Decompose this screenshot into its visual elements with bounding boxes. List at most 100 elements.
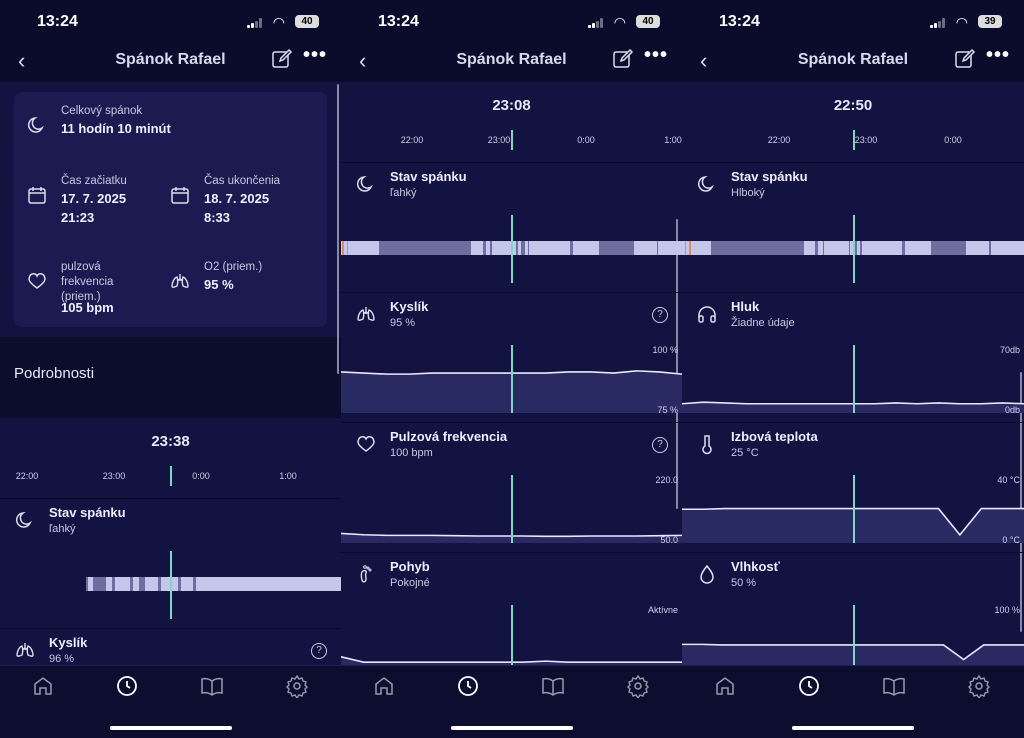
bottom-nav bbox=[341, 665, 682, 738]
edit-button[interactable] bbox=[271, 49, 293, 69]
nav-tab-home[interactable] bbox=[372, 674, 396, 698]
home-icon bbox=[716, 677, 734, 695]
back-button[interactable]: ‹ bbox=[700, 48, 708, 73]
help-button[interactable]: ? bbox=[652, 307, 668, 323]
edit-button[interactable] bbox=[612, 49, 634, 69]
scrollbar[interactable] bbox=[1020, 372, 1022, 632]
book-icon bbox=[201, 677, 223, 696]
metric-value: Hlboký bbox=[731, 187, 765, 199]
timeline-cursor[interactable] bbox=[170, 466, 172, 486]
sleep-stage-segment bbox=[346, 241, 349, 255]
sleep-stage-segment bbox=[516, 241, 518, 255]
scrollbar[interactable] bbox=[337, 84, 339, 374]
sleep-stage-segment bbox=[525, 241, 528, 255]
signal-bar bbox=[247, 25, 250, 28]
timeline-cursor[interactable] bbox=[511, 475, 513, 543]
sleep-stage-segment bbox=[144, 577, 158, 591]
signal-bar bbox=[930, 25, 933, 28]
calendar-icon bbox=[169, 184, 191, 206]
nav-tab-settings[interactable] bbox=[285, 674, 309, 698]
home-indicator[interactable] bbox=[792, 726, 914, 730]
sleep-stage-segment bbox=[105, 577, 112, 591]
book-icon bbox=[883, 677, 905, 696]
signal-bar bbox=[600, 18, 603, 28]
sleep-stage-segment bbox=[905, 241, 932, 255]
home-indicator[interactable] bbox=[450, 726, 573, 730]
metric-title: Vlhkosť bbox=[731, 559, 780, 574]
nav-tab-settings[interactable] bbox=[967, 674, 991, 698]
help-button[interactable]: ? bbox=[652, 437, 668, 453]
signal-bar bbox=[934, 23, 937, 28]
total-sleep-value: 11 hodín 10 minút bbox=[61, 121, 171, 136]
more-options-button[interactable]: ••• bbox=[985, 44, 1010, 66]
nav-tab-settings[interactable] bbox=[626, 674, 650, 698]
signal-bar bbox=[942, 18, 945, 28]
help-button[interactable]: ? bbox=[311, 643, 327, 659]
timeline-cursor[interactable] bbox=[511, 130, 513, 150]
sleep-stage-segment bbox=[658, 241, 682, 255]
timeline-cursor[interactable] bbox=[853, 345, 855, 413]
avg-o2-value: 95 % bbox=[204, 277, 234, 292]
nav-tab-book[interactable] bbox=[882, 674, 906, 698]
nav-tab-history[interactable] bbox=[456, 674, 480, 698]
book-icon bbox=[542, 677, 564, 696]
edit-button[interactable] bbox=[954, 49, 976, 69]
metric-section: Stav spánku ľahký bbox=[341, 162, 682, 292]
timeline-cursor[interactable] bbox=[511, 215, 513, 283]
nav-tab-home[interactable] bbox=[31, 674, 55, 698]
more-options-button[interactable]: ••• bbox=[643, 44, 668, 66]
sleep-stage-segment bbox=[857, 241, 861, 255]
cursor-time: 23:08 bbox=[492, 97, 531, 114]
sleep-stage-segment bbox=[348, 241, 379, 255]
lungs-icon bbox=[169, 270, 191, 292]
metric-title: Kyslík bbox=[49, 635, 88, 650]
moon-icon bbox=[26, 114, 48, 136]
metric-title: Pohyb bbox=[390, 559, 430, 574]
timeline-cursor[interactable] bbox=[853, 130, 855, 150]
sleep-stage-segment bbox=[88, 577, 93, 591]
lungs-icon bbox=[355, 303, 377, 325]
sleep-stage-segment bbox=[181, 577, 193, 591]
home-indicator[interactable] bbox=[109, 726, 232, 730]
signal-bar bbox=[938, 21, 941, 28]
timeline-cursor[interactable] bbox=[170, 551, 172, 619]
nav-tab-home[interactable] bbox=[713, 674, 737, 698]
sleep-stage-segment bbox=[572, 241, 599, 255]
sleep-stage-segment bbox=[192, 577, 196, 591]
timeline-cursor[interactable] bbox=[853, 475, 855, 543]
more-options-button[interactable]: ••• bbox=[302, 44, 327, 66]
sleep-stage-segment bbox=[569, 241, 573, 255]
back-button[interactable]: ‹ bbox=[359, 48, 367, 73]
settings-icon bbox=[286, 674, 308, 698]
back-button[interactable]: ‹ bbox=[18, 48, 26, 73]
cursor-time: 22:50 bbox=[833, 97, 873, 114]
metric-value: 96 % bbox=[49, 653, 75, 665]
timeline-cursor[interactable] bbox=[853, 215, 855, 283]
sleep-stage-segment bbox=[633, 241, 657, 255]
timeline-cursor[interactable] bbox=[853, 605, 855, 665]
nav-tab-book[interactable] bbox=[541, 674, 565, 698]
timeline-tick-label: 0:00 bbox=[944, 135, 962, 145]
timeline-tick-label: 0:00 bbox=[577, 135, 595, 145]
sleep-stage-segment bbox=[656, 241, 659, 255]
start-time-label: Čas začiatku bbox=[61, 175, 127, 187]
scrollbar[interactable] bbox=[676, 219, 678, 509]
timeline-tick-label: 23:00 bbox=[854, 135, 878, 145]
scroll-content: 23:08 22:00 23:00 0:00 1:00 Stav spánku ľahký K… bbox=[341, 82, 682, 665]
timeline-cursor[interactable] bbox=[511, 345, 513, 413]
wifi-icon: ◠ bbox=[272, 14, 285, 30]
status-time: 13:24 bbox=[719, 13, 760, 30]
sleep-stage-segment bbox=[850, 241, 853, 255]
settings-icon bbox=[627, 674, 649, 698]
nav-tab-history[interactable] bbox=[797, 674, 821, 698]
status-bar: 13:24 ◠ 40 bbox=[341, 0, 682, 42]
metric-value: 100 bpm bbox=[390, 447, 433, 459]
sleep-stage-segment bbox=[0, 577, 86, 591]
timeline-cursor[interactable] bbox=[511, 605, 513, 665]
signal-bar bbox=[588, 25, 591, 28]
end-date-value: 18. 7. 2025 bbox=[204, 191, 270, 206]
start-date-value: 17. 7. 2025 bbox=[61, 191, 127, 206]
nav-tab-history[interactable] bbox=[115, 674, 139, 698]
nav-tab-book[interactable] bbox=[200, 674, 224, 698]
y-max-label: 40 °C bbox=[997, 475, 1020, 485]
